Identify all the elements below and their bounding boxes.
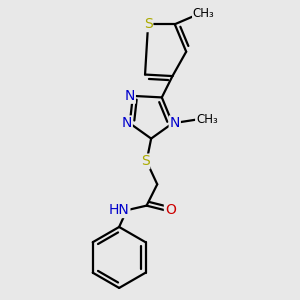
Text: O: O xyxy=(165,203,176,217)
Text: N: N xyxy=(169,116,180,130)
Text: CH₃: CH₃ xyxy=(196,113,218,126)
Text: N: N xyxy=(122,116,132,130)
Text: HN: HN xyxy=(109,203,130,217)
Text: S: S xyxy=(144,17,152,31)
Text: S: S xyxy=(141,154,149,168)
Text: CH₃: CH₃ xyxy=(193,7,214,20)
Text: N: N xyxy=(124,89,135,103)
